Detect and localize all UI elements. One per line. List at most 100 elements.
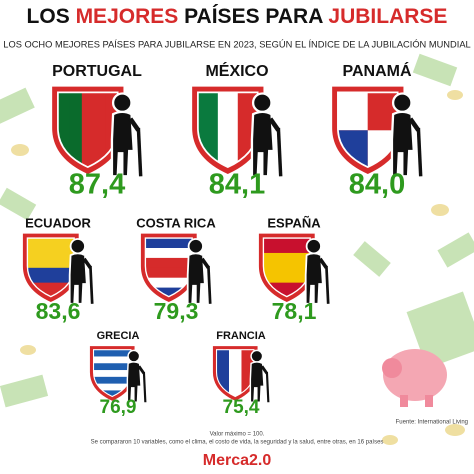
country-score: 75,4 <box>223 397 260 418</box>
figure-cane <box>136 127 143 177</box>
figure-arm <box>82 257 92 269</box>
figure-body <box>110 110 136 178</box>
figure-arm <box>260 365 269 375</box>
country-emblem <box>140 233 212 305</box>
figure-cane <box>276 127 283 177</box>
flag-stripe <box>93 370 131 378</box>
title-part: JUBILARSE <box>328 5 447 28</box>
flag-stripe <box>93 383 131 391</box>
figure-body <box>250 110 276 178</box>
figure-body <box>249 361 265 403</box>
figure-head <box>391 92 413 114</box>
country-score: 87,4 <box>69 169 125 201</box>
country-name: FRANCIA <box>216 330 266 342</box>
flag-stripe <box>145 248 193 259</box>
country-score: 79,3 <box>154 298 199 324</box>
flag-stripe <box>337 92 368 131</box>
country-name: COSTA RICA <box>136 215 216 230</box>
country-emblem <box>22 233 94 305</box>
country-score: 76,9 <box>100 397 137 418</box>
figure-arm <box>268 117 281 132</box>
source: Fuente: International Living <box>396 420 468 426</box>
subtitle: LOS OCHO MEJORES PAÍSES PARA JUBILARSE E… <box>3 39 470 49</box>
country-name: ESPAÑA <box>267 215 321 230</box>
country-score: 84,0 <box>349 169 405 201</box>
country-emblem <box>258 233 330 305</box>
figure-head <box>250 349 264 363</box>
title-part: PAÍSES PARA <box>184 5 323 28</box>
flag-stripe <box>27 267 75 284</box>
flag <box>145 238 193 297</box>
flag-stripe <box>81 92 95 168</box>
country-name: ECUADOR <box>25 215 91 230</box>
figure-cane <box>265 371 270 403</box>
title: LOS MEJORES PAÍSES PARA JUBILARSE <box>27 5 448 28</box>
country-score: 78,1 <box>272 298 317 324</box>
figure-head <box>69 238 86 255</box>
flag-stripe <box>145 257 193 269</box>
figure-cane <box>325 265 330 304</box>
flag-stripe <box>69 92 83 168</box>
figure-arm <box>200 257 210 269</box>
figure-head <box>187 238 204 255</box>
figure-arm <box>128 117 141 132</box>
flag-stripe <box>145 287 193 297</box>
elderly-figure <box>304 238 330 305</box>
country-emblem <box>89 346 147 403</box>
country-emblem <box>52 86 143 178</box>
flag-stripe <box>145 277 193 289</box>
figure-cane <box>207 265 212 304</box>
flag-stripe <box>93 363 131 371</box>
elderly-figure <box>186 238 212 305</box>
country-emblem <box>192 86 283 178</box>
figure-head <box>251 92 273 114</box>
flag-stripe <box>263 252 311 269</box>
note: Se compararon 10 variables, como el clim… <box>91 440 384 446</box>
flag-stripe <box>93 349 131 357</box>
figure-head <box>305 238 322 255</box>
country-name: MÉXICO <box>205 61 268 80</box>
country-name: PORTUGAL <box>52 63 142 80</box>
figure-arm <box>318 257 328 269</box>
figure-head <box>111 92 133 114</box>
figure-body <box>68 252 88 305</box>
money-decoration <box>0 53 474 408</box>
country-name: GRECIA <box>97 330 140 342</box>
flag-stripe <box>93 376 131 384</box>
logo: Merca2.0 <box>203 452 272 469</box>
figure-body <box>304 252 324 305</box>
flag-stripe <box>263 267 311 284</box>
country-emblem <box>212 346 270 403</box>
figure-arm <box>137 365 146 375</box>
country-emblem <box>332 86 423 178</box>
figure-cane <box>142 371 147 403</box>
flag-stripe <box>27 238 75 254</box>
country-score: 84,1 <box>209 169 265 201</box>
figure-head <box>127 349 141 363</box>
flag-stripe <box>93 390 131 397</box>
flag <box>93 349 131 397</box>
figure-arm <box>408 117 421 132</box>
flag-stripe <box>263 238 311 254</box>
elderly-figure <box>249 349 270 403</box>
flag-stripe <box>93 92 107 168</box>
piggy-bank <box>382 349 447 407</box>
figure-body <box>390 110 416 178</box>
country-name: PANAMÁ <box>342 61 411 80</box>
title-part: MEJORES <box>76 5 179 28</box>
elderly-figure <box>250 92 283 178</box>
figure-cane <box>416 127 423 177</box>
flag-stripe <box>93 356 131 364</box>
elderly-figure <box>68 238 94 305</box>
figure-body <box>186 252 206 305</box>
figure-body <box>126 361 142 403</box>
title-part: LOS <box>27 5 70 28</box>
flag-stripe <box>145 267 193 279</box>
elderly-figure <box>126 349 147 403</box>
coin-decoration <box>11 90 465 445</box>
elderly-figure <box>110 92 143 178</box>
country-score: 83,6 <box>36 298 81 324</box>
note: Valor máximo = 100. <box>210 432 265 438</box>
elderly-figure <box>390 92 423 178</box>
